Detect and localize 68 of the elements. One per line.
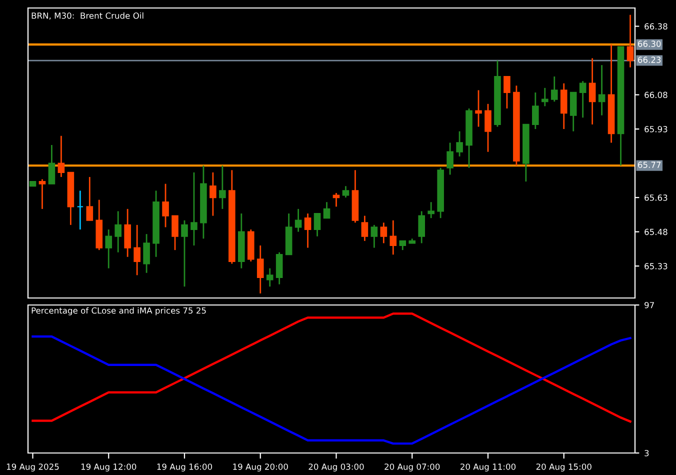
candlestick — [266, 268, 274, 288]
candlestick — [105, 228, 112, 270]
candlestick — [294, 208, 302, 232]
candlestick — [542, 87, 548, 107]
candlestick — [323, 201, 330, 219]
candlestick — [314, 212, 321, 238]
y-tick-label: 65.48 — [644, 228, 668, 236]
candlestick — [484, 103, 492, 153]
candlestick — [332, 192, 340, 208]
candlestick — [58, 135, 65, 178]
x-tick-label: 20 Aug 07:00 — [384, 464, 440, 472]
candlestick — [276, 252, 283, 285]
candlestick — [48, 144, 56, 185]
candlestick — [475, 90, 482, 128]
candlestick — [304, 212, 312, 248]
candlestick — [190, 172, 198, 246]
candlestick — [504, 76, 510, 110]
ref-line-label: 65.77 — [638, 162, 661, 168]
candlestick — [626, 14, 634, 68]
candlestick — [399, 240, 406, 251]
x-tick-label: 20 Aug 15:00 — [536, 464, 592, 472]
candlestick — [210, 172, 216, 216]
candlestick — [342, 185, 350, 198]
y-tick-label: 65.93 — [644, 126, 668, 132]
candlestick — [588, 58, 596, 126]
candlestick — [550, 76, 558, 102]
candlestick — [579, 80, 586, 118]
candlestick — [256, 244, 264, 294]
x-tick-label: 19 Aug 12:00 — [81, 464, 136, 472]
candlestick — [560, 82, 568, 130]
candlestick — [76, 190, 84, 230]
candlestick — [390, 220, 397, 256]
y-tick-label: 65.63 — [644, 194, 668, 201]
candlestick — [86, 176, 94, 222]
candlestick — [172, 215, 178, 251]
candlestick — [219, 164, 226, 210]
candlestick — [380, 222, 388, 244]
candlestick — [418, 210, 425, 244]
y-tick-label: 66.08 — [644, 92, 668, 98]
candlestick — [124, 208, 131, 258]
x-tick-label: 20 Aug 11:00 — [460, 464, 516, 472]
x-tick-label: 19 Aug 16:00 — [157, 464, 212, 472]
ref-line-label: 66.23 — [638, 56, 661, 63]
candlestick — [456, 130, 463, 158]
x-tick-label: 19 Aug 20:00 — [233, 464, 288, 472]
ref-line-label: 66.30 — [638, 40, 661, 47]
candlestick — [181, 220, 188, 288]
candlestick — [114, 210, 122, 254]
candlestick — [38, 178, 46, 210]
y-tick-label: 97 — [644, 302, 654, 308]
x-tick-label: 19 Aug 2025 — [6, 464, 59, 472]
candlestick — [134, 224, 140, 276]
y-tick-label: 65.33 — [644, 263, 668, 270]
x-tick-label: 20 Aug 03:00 — [308, 464, 364, 472]
candlestick — [598, 64, 606, 116]
candlestick — [570, 92, 577, 132]
chart-title: BRN, M30: Brent Crude Oil — [32, 12, 144, 20]
candlestick — [370, 224, 378, 248]
candlestick — [446, 142, 454, 176]
y-tick-label: 3 — [644, 450, 649, 456]
candlestick — [361, 215, 368, 242]
candlestick — [162, 183, 169, 228]
y-tick-label: 66.38 — [644, 23, 668, 30]
candlestick — [143, 233, 150, 274]
line-series — [32, 335, 632, 445]
candlestick — [428, 201, 434, 219]
chart-title: Percentage of CLose and iMA prices 75 25 — [32, 307, 206, 316]
candlestick — [532, 92, 539, 130]
